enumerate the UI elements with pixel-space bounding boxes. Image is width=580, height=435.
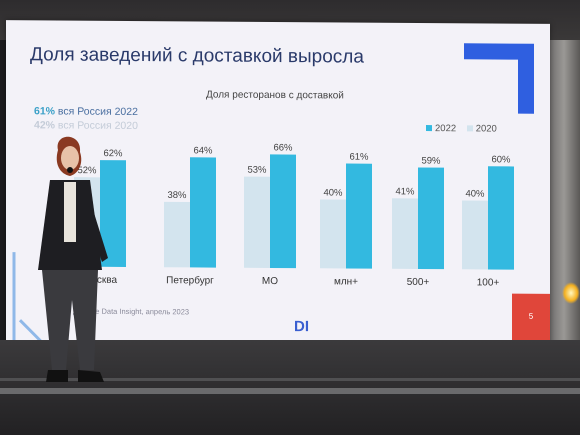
bar-2022 [190, 157, 216, 268]
data-label-2020: 41% [395, 186, 415, 197]
stage [0, 340, 580, 435]
bar-2022 [100, 160, 126, 267]
bar-2022 [488, 166, 514, 270]
category-label: 500+ [407, 277, 430, 288]
stage-edge [0, 388, 580, 394]
bar-2022 [346, 163, 372, 269]
data-label-2020: 40% [323, 188, 343, 199]
data-insight-logo: DI [294, 318, 309, 336]
bar-2020 [392, 198, 418, 269]
bar-2022 [270, 154, 296, 269]
bar-2020 [244, 176, 270, 268]
data-label-2022: 62% [103, 148, 123, 159]
bar-chart: 52% 62% Москва 38% 64% Петербург 53% 66% МО 40% 61… [74, 142, 514, 289]
bar-2022 [418, 167, 444, 270]
category-label: 100+ [477, 277, 500, 288]
data-label-2022: 59% [421, 156, 441, 167]
bar-2020 [320, 199, 346, 269]
presentation-slide: Доля заведений с доставкой выросла Доля … [6, 20, 550, 364]
data-label-2022: 61% [349, 152, 369, 163]
bar-2020 [462, 200, 488, 270]
data-label-2022: 66% [273, 142, 293, 153]
stage-step [0, 378, 580, 381]
corner-decoration-icon [464, 43, 534, 114]
data-label-2022: 60% [491, 154, 511, 165]
data-label-2020: 38% [167, 190, 187, 201]
bar-2020 [164, 201, 190, 268]
category-label: Петербург [166, 274, 214, 286]
data-label-2020: 52% [77, 165, 97, 176]
data-label-2020: 53% [247, 165, 267, 176]
stage-lamp-icon [562, 282, 580, 304]
speaker-figure [38, 136, 108, 382]
data-label-2020: 40% [465, 189, 485, 200]
category-label: МО [262, 276, 278, 287]
category-label: млн+ [334, 276, 358, 287]
category-label: Москва [83, 275, 118, 286]
data-label-2022: 64% [193, 145, 213, 156]
